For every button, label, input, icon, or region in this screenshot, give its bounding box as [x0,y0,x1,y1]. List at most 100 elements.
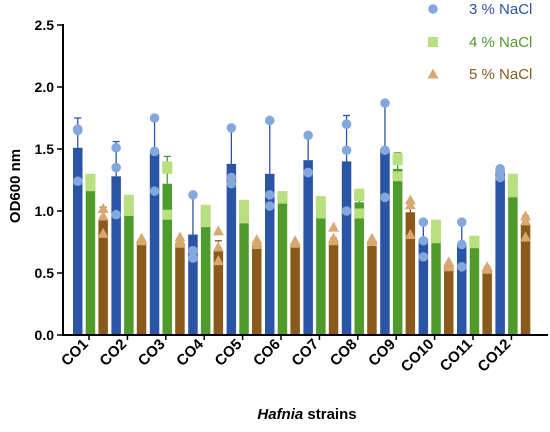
x-tick-label: CO1 [58,336,92,370]
bar [367,245,377,335]
x-tick-label: CO7 [288,336,322,370]
replicate-point [315,208,326,219]
bar [111,176,121,335]
replicate-point [507,187,518,198]
replicate-point [380,98,390,108]
bar [341,161,352,335]
replicate-point [111,162,121,173]
replicate-point [239,213,250,224]
replicate-point [431,224,442,235]
replicate-point [200,217,211,228]
replicate-point [123,206,134,216]
replicate-point [289,237,301,248]
replicate-point [200,209,211,220]
y-tick-label: 1.5 [35,141,55,157]
y-tick-label: 0.0 [35,327,55,343]
legend-marker [428,4,438,14]
bar [277,198,288,335]
replicate-point [162,163,173,174]
replicate-point [239,203,250,214]
replicate-point [456,262,467,272]
bar [85,182,96,335]
replicate-point [431,233,442,244]
x-axis-title-rest: strains [303,406,356,423]
replicate-point [392,171,403,182]
replicate-point [264,115,275,126]
bar [213,250,224,335]
x-tick-label: CO4 [173,335,207,369]
x-tick-label: CO11 [437,336,476,375]
bar [265,173,275,335]
bar [252,245,262,335]
replicate-point [97,203,109,214]
replicate-point [162,209,173,220]
replicate-point [341,119,352,129]
axes-layer [62,24,548,336]
bar [354,202,364,335]
replicate-point [404,229,416,240]
replicate-point [251,238,263,249]
replicate-point [264,201,275,211]
bar [175,243,185,335]
legend-item: 4 % NaCl [428,34,532,51]
bar [469,242,480,335]
legend-label: 4 % NaCl [469,34,532,51]
replicate-point [328,221,340,232]
replicate-point [85,181,96,192]
replicate-point [354,191,365,202]
replicate-point [136,235,148,246]
replicate-point [341,145,352,156]
x-tick-label: CO12 [474,336,514,376]
replicate-point [264,190,275,200]
bar [444,265,454,335]
replicate-point [328,235,340,246]
y-tick-label: 0.5 [35,265,55,281]
replicate-point [97,227,109,238]
replicate-point [380,145,390,156]
bar [405,212,416,335]
replicate-point [354,208,365,219]
bar [418,239,429,335]
replicate-point [149,146,160,157]
replicate-point [418,252,429,262]
replicate-point [303,167,313,178]
y-axis-title: OD600 nm [7,149,24,223]
replicate-point [520,231,532,242]
bar [290,245,300,335]
replicate-point [72,125,83,136]
replicate-point [481,263,493,274]
replicate-point [418,217,429,227]
replicate-point [443,261,455,272]
replicate-point [72,176,83,187]
replicate-point [149,186,160,196]
bar [124,204,134,335]
bar [239,211,249,335]
replicate-point [456,239,467,250]
x-tick-label: CO2 [96,336,130,370]
bar [508,184,518,335]
replicate-point [520,215,532,226]
replicate-point [226,178,237,189]
replicate-point [212,255,224,266]
bar [149,152,160,335]
bar [200,222,211,335]
replicate-point [212,225,224,236]
bar [431,230,441,335]
bar [380,150,390,335]
bar [98,219,108,335]
bar [328,243,339,335]
legend-marker [428,37,438,47]
replicate-point [469,238,480,249]
replicate-point [188,245,198,256]
legend-item: 3 % NaCl [428,1,532,18]
x-tick-label: CO9 [365,336,399,370]
bar [457,244,467,335]
replicate-point [188,253,198,263]
legend-label: 5 % NaCl [469,66,532,83]
x-tick-label: CO8 [327,336,361,370]
y-ticks-layer: 0.0 0.5 1.0 1.5 2.0 2.5 [35,17,513,343]
replicate-point [111,142,121,153]
replicate-point [507,181,518,192]
